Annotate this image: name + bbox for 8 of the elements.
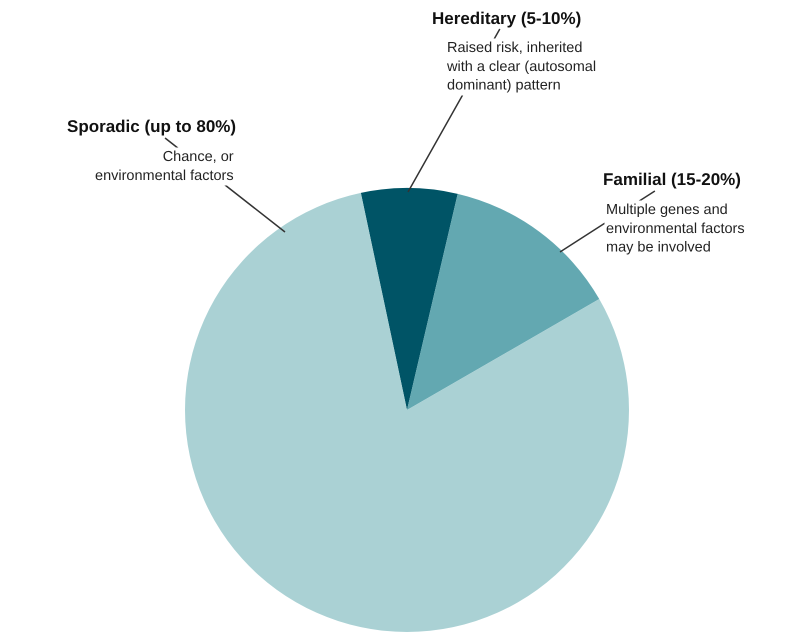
slice-label: Sporadic (up to 80%) — [67, 117, 236, 136]
text: Multiple genes and environmental factors may be involved — [606, 202, 745, 256]
slice-label: Familial (15-20%) — [603, 170, 741, 189]
text: Chance, or environmental factors — [95, 149, 234, 184]
slice-label: Hereditary (5-10%) — [432, 9, 582, 28]
pie-slice — [360, 188, 458, 410]
text: Raised risk, inherited with a clear (autosomal dominant) pattern — [446, 40, 596, 94]
pie-slice — [407, 194, 600, 410]
